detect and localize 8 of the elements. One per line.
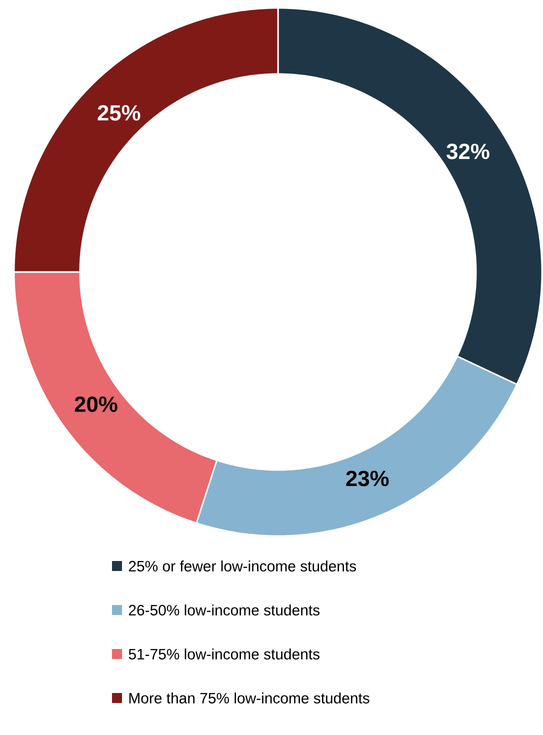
- legend-label: More than 75% low-income students: [130, 692, 370, 704]
- legend-label: 26-50% low-income students: [129, 604, 320, 616]
- legend-label: 25% or fewer low-income students: [129, 560, 356, 572]
- data-label: 32%: [446, 144, 490, 160]
- data-label: 25%: [98, 105, 140, 121]
- data-label: 20%: [74, 396, 118, 412]
- data-label: 23%: [346, 470, 389, 486]
- legend-label: 51-75% low-income students: [128, 648, 320, 660]
